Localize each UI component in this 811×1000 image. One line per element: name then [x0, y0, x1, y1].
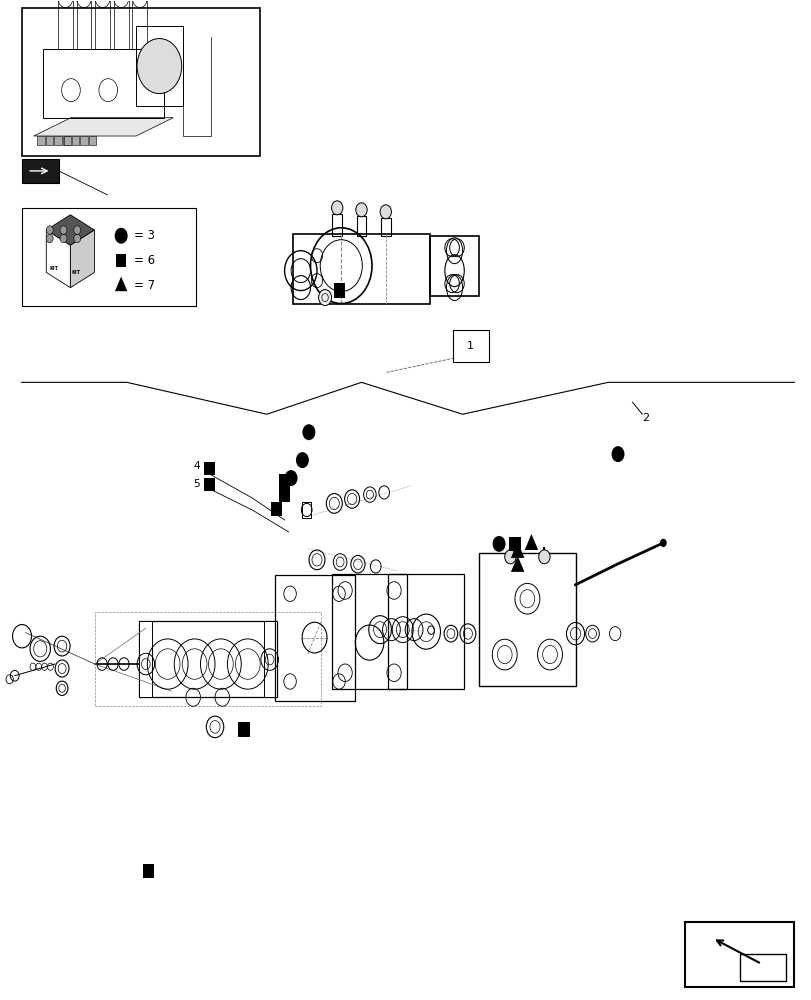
- Circle shape: [137, 39, 182, 94]
- Bar: [278, 474, 290, 488]
- Bar: [684, 922, 793, 987]
- Polygon shape: [115, 277, 127, 291]
- Bar: [63, 136, 71, 145]
- Polygon shape: [46, 215, 94, 245]
- Bar: [54, 136, 62, 145]
- Polygon shape: [510, 556, 524, 572]
- Bar: [37, 136, 45, 145]
- Bar: [380, 218, 390, 236]
- Bar: [508, 537, 521, 551]
- Text: = 7: = 7: [134, 279, 155, 292]
- Bar: [302, 502, 311, 518]
- Text: = 3: = 3: [134, 229, 155, 242]
- Text: KIT: KIT: [49, 266, 58, 271]
- Circle shape: [659, 539, 666, 547]
- Bar: [238, 722, 250, 737]
- Circle shape: [60, 234, 67, 243]
- Bar: [22, 8, 260, 156]
- Bar: [204, 462, 214, 475]
- Bar: [62, 136, 70, 145]
- Circle shape: [46, 234, 53, 243]
- Circle shape: [331, 201, 342, 215]
- Bar: [270, 502, 282, 516]
- Text: = 6: = 6: [134, 254, 155, 267]
- Bar: [332, 214, 341, 236]
- Circle shape: [285, 470, 297, 486]
- Circle shape: [74, 234, 80, 243]
- Bar: [139, 621, 277, 697]
- Circle shape: [318, 290, 331, 306]
- Bar: [114, 0, 128, 49]
- Bar: [478, 553, 575, 686]
- Bar: [58, 0, 73, 49]
- Circle shape: [538, 550, 549, 564]
- Bar: [136, 26, 182, 106]
- Bar: [139, 621, 152, 697]
- Circle shape: [355, 203, 367, 217]
- Circle shape: [295, 452, 308, 468]
- Polygon shape: [46, 230, 71, 288]
- Bar: [143, 864, 154, 878]
- Bar: [80, 136, 88, 145]
- Bar: [453, 330, 488, 362]
- Polygon shape: [71, 230, 94, 288]
- Circle shape: [504, 550, 516, 564]
- Bar: [292, 234, 430, 304]
- Text: 1: 1: [466, 341, 474, 351]
- Bar: [76, 0, 92, 49]
- Circle shape: [114, 228, 127, 244]
- Circle shape: [380, 205, 391, 219]
- Circle shape: [611, 446, 624, 462]
- Circle shape: [74, 226, 80, 234]
- Text: KIT: KIT: [71, 270, 80, 275]
- Circle shape: [46, 226, 53, 234]
- Circle shape: [60, 226, 67, 234]
- Bar: [332, 574, 407, 689]
- Bar: [274, 575, 354, 701]
- Polygon shape: [524, 534, 538, 550]
- Bar: [278, 488, 290, 502]
- Bar: [333, 283, 345, 298]
- Bar: [204, 478, 214, 491]
- Text: 2: 2: [642, 413, 649, 423]
- Bar: [132, 0, 147, 49]
- Bar: [430, 236, 478, 296]
- Text: 5: 5: [193, 479, 200, 489]
- Bar: [739, 954, 785, 981]
- Bar: [22, 159, 58, 183]
- Bar: [95, 0, 110, 49]
- Polygon shape: [510, 542, 524, 558]
- Bar: [116, 254, 127, 267]
- Bar: [43, 49, 164, 118]
- Bar: [264, 621, 277, 697]
- Bar: [356, 216, 366, 236]
- Bar: [45, 136, 54, 145]
- Bar: [72, 136, 79, 145]
- Text: 4: 4: [193, 461, 200, 471]
- Bar: [22, 208, 195, 306]
- Circle shape: [302, 424, 315, 440]
- Bar: [388, 574, 464, 689]
- Bar: [88, 136, 96, 145]
- Bar: [95, 612, 320, 706]
- Polygon shape: [34, 118, 173, 136]
- Circle shape: [492, 536, 505, 552]
